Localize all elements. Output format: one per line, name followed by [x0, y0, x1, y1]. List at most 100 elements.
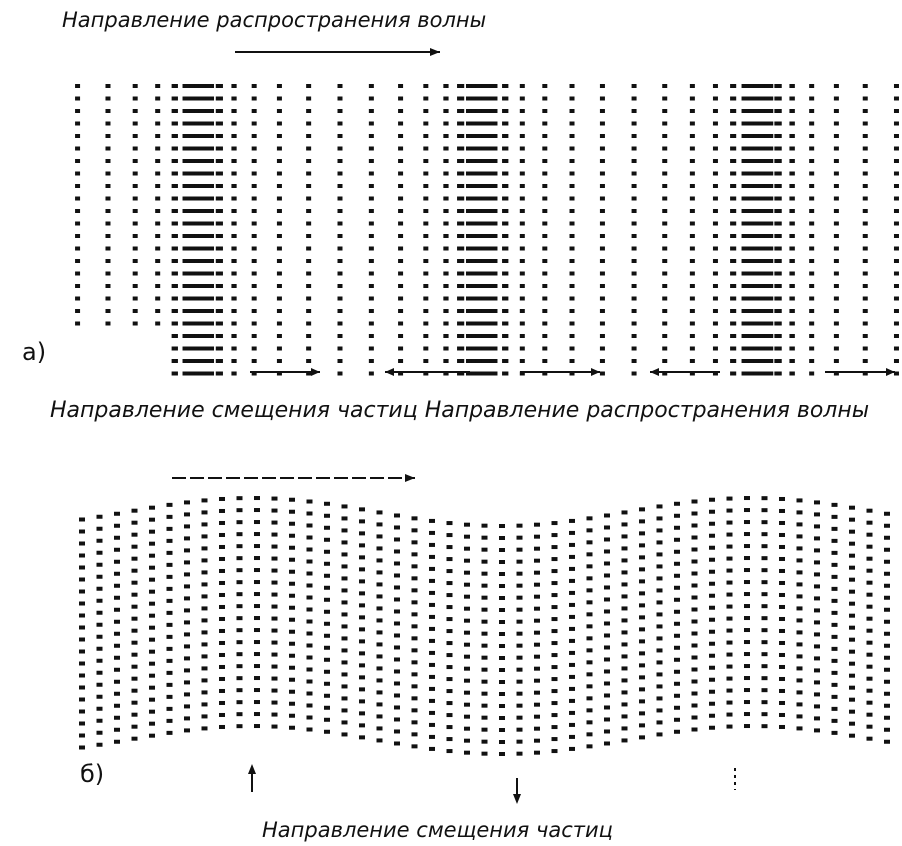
particle: [712, 121, 718, 126]
particle: [796, 654, 803, 659]
particle: [789, 109, 795, 113]
particle: [132, 84, 138, 88]
particle: [748, 309, 759, 313]
particle: [465, 109, 475, 113]
particle: [465, 84, 475, 88]
particle: [481, 209, 491, 213]
particle: [184, 680, 190, 685]
particle: [748, 234, 759, 238]
particle: [621, 570, 628, 575]
particle: [481, 559, 488, 564]
particle: [251, 221, 257, 226]
particle: [236, 652, 243, 657]
particle: [201, 714, 208, 719]
particle: [884, 739, 890, 744]
particle: [569, 296, 575, 301]
particle: [368, 196, 374, 201]
particle: [376, 594, 383, 599]
particle: [862, 146, 868, 151]
particle: [289, 629, 295, 634]
particle: [276, 159, 282, 163]
particle: [105, 321, 111, 326]
particle: [464, 534, 470, 539]
particle: [709, 665, 715, 670]
particle: [809, 209, 815, 213]
particle: [499, 680, 505, 684]
particle: [394, 645, 400, 650]
particle: [656, 732, 663, 737]
particle: [368, 171, 374, 176]
particle: [155, 221, 161, 226]
particle: [551, 641, 558, 646]
particle: [730, 184, 737, 188]
particle: [712, 359, 718, 363]
particle: [809, 96, 815, 101]
particle: [631, 321, 637, 326]
particle: [893, 184, 899, 188]
particle: [662, 184, 668, 188]
particle: [341, 684, 348, 689]
particle: [324, 717, 330, 722]
particle: [171, 109, 178, 113]
particle: [489, 296, 498, 301]
particle: [359, 543, 365, 548]
particle: [276, 321, 282, 326]
particle: [744, 556, 750, 561]
particle: [764, 96, 774, 101]
particle: [499, 620, 505, 624]
particle: [758, 146, 768, 151]
particle: [814, 644, 820, 649]
particle: [833, 96, 839, 101]
particle: [884, 655, 890, 660]
particle: [689, 371, 695, 376]
particle: [569, 554, 575, 559]
particle: [639, 579, 645, 584]
particle: [276, 246, 282, 251]
particle: [149, 637, 155, 642]
particle: [132, 96, 138, 101]
particle: [231, 184, 237, 188]
particle: [155, 134, 161, 138]
particle: [748, 284, 759, 288]
particle: [79, 661, 85, 666]
particle: [726, 688, 733, 693]
particle: [542, 371, 548, 376]
particle: [251, 234, 257, 238]
particle: [254, 496, 260, 501]
particle: [481, 523, 488, 528]
particle: [542, 259, 548, 263]
particle: [457, 234, 465, 238]
arrow-head: [650, 368, 659, 376]
particle: [758, 109, 768, 113]
particle: [689, 84, 695, 88]
particle: [75, 84, 81, 88]
particle: [182, 84, 191, 88]
particle: [132, 321, 138, 326]
particle: [394, 621, 400, 626]
particle: [96, 538, 103, 543]
particle: [516, 727, 523, 732]
particle: [789, 84, 795, 88]
particle: [621, 726, 628, 731]
particle: [481, 643, 488, 648]
particle: [271, 580, 278, 585]
particle: [398, 84, 404, 88]
particle: [789, 184, 795, 188]
arrow-head: [311, 368, 320, 376]
particle: [814, 512, 820, 517]
particle: [464, 702, 470, 707]
particle: [674, 501, 680, 506]
particle: [569, 334, 575, 338]
particle: [182, 271, 191, 276]
particle: [306, 309, 312, 313]
particle: [411, 564, 418, 569]
particle: [814, 608, 820, 613]
particle: [475, 96, 486, 101]
particle: [726, 628, 733, 633]
particle: [502, 96, 509, 101]
particle: [198, 121, 209, 126]
particle: [376, 546, 383, 551]
particle: [114, 547, 120, 552]
particle: [481, 134, 491, 138]
particle: [341, 636, 348, 641]
